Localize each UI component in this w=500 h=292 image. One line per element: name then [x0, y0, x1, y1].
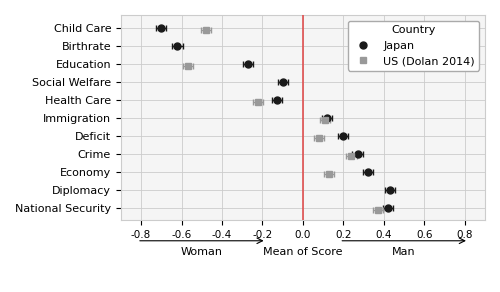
Text: Man: Man — [392, 247, 416, 257]
Text: Mean of Score: Mean of Score — [263, 247, 342, 257]
Text: Woman: Woman — [181, 247, 223, 257]
Legend: Japan, US (Dolan 2014): Japan, US (Dolan 2014) — [348, 20, 480, 71]
